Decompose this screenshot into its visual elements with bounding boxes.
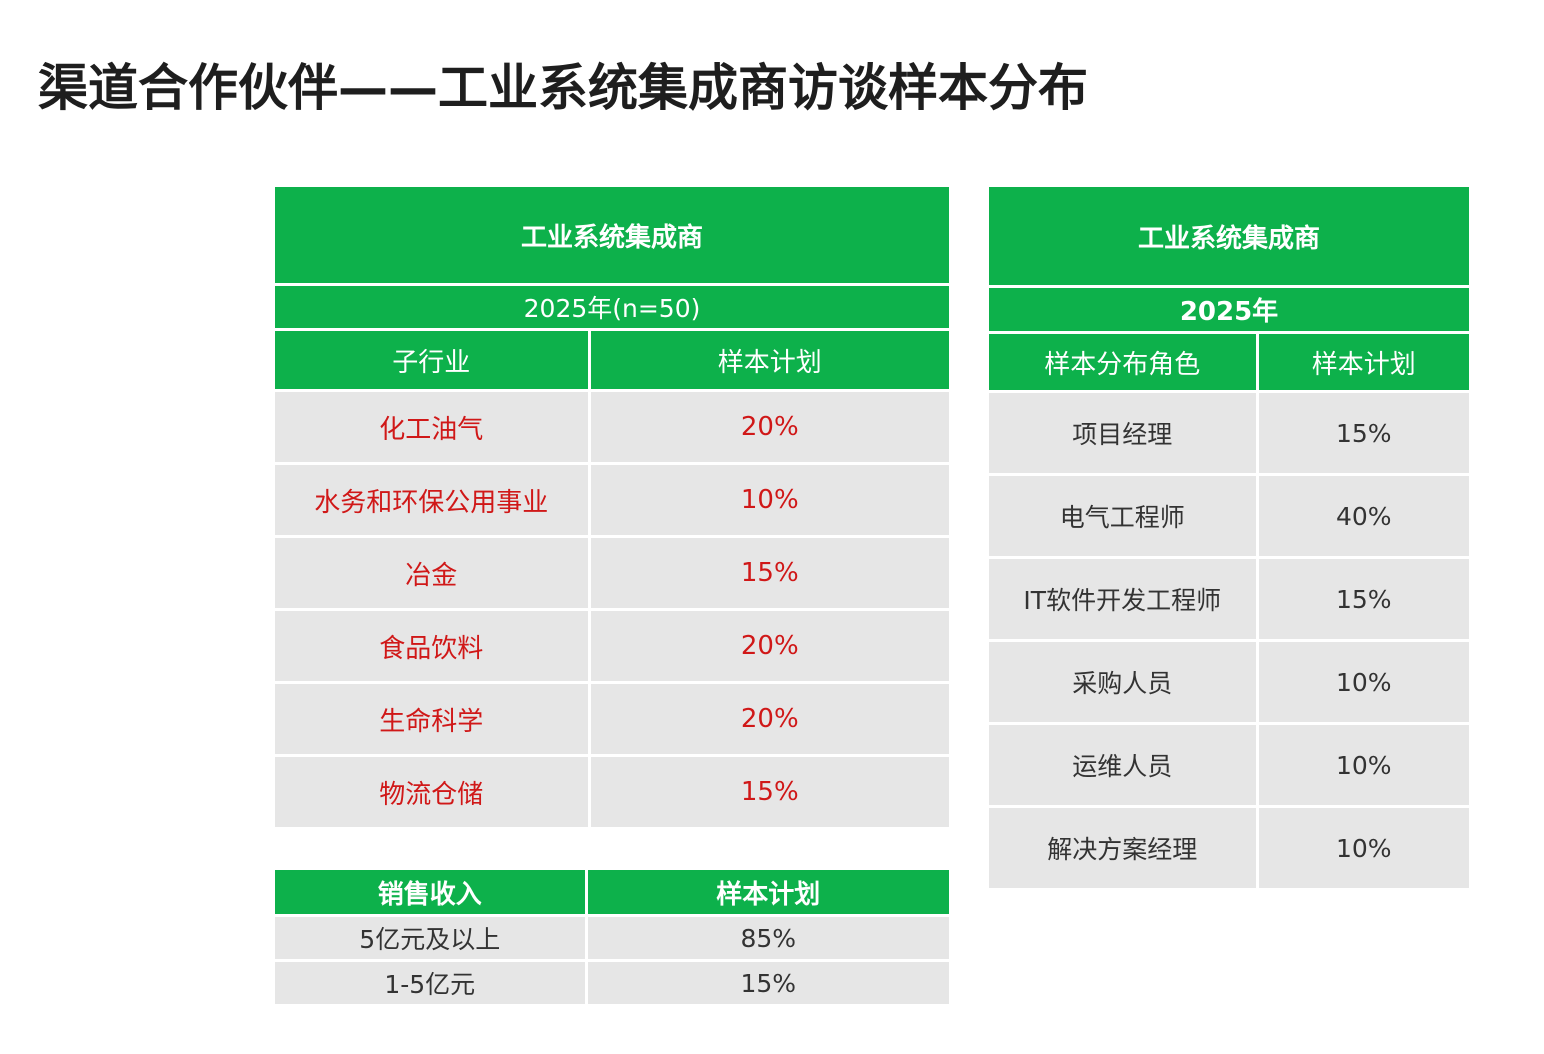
role-table-subtitle: 2025年 <box>989 285 1470 334</box>
table-row: 5亿元及以上 85% <box>275 914 949 962</box>
subindustry-name: 生命科学 <box>275 681 591 757</box>
sample-plan-value: 20% <box>587 681 950 757</box>
table-row: 物流仓储 15% <box>275 754 950 827</box>
role-name: IT软件开发工程师 <box>989 556 1259 642</box>
sample-plan-value: 10% <box>1255 805 1470 888</box>
role-name: 电气工程师 <box>989 473 1259 559</box>
sample-plan-value: 10% <box>1255 639 1470 725</box>
sample-plan-value: 20% <box>587 608 950 684</box>
sample-plan-value: 15% <box>1255 390 1470 476</box>
role-name: 解决方案经理 <box>989 805 1259 888</box>
column-header-revenue: 销售收入 <box>275 870 588 917</box>
role-name: 项目经理 <box>989 390 1259 476</box>
revenue-range: 1-5亿元 <box>275 959 588 1004</box>
table-row: 化工油气 20% <box>275 389 950 465</box>
revenue-range: 5亿元及以上 <box>275 914 588 962</box>
column-header-sample-plan: 样本计划 <box>587 328 950 392</box>
sample-plan-value: 15% <box>587 535 950 611</box>
subindustry-name: 化工油气 <box>275 389 591 465</box>
sample-plan-value: 15% <box>584 959 949 1004</box>
table-row: 食品饮料 20% <box>275 608 950 684</box>
table-row: IT软件开发工程师 15% <box>989 556 1470 642</box>
table-row: 冶金 15% <box>275 535 950 611</box>
revenue-table: 销售收入 样本计划 5亿元及以上 85% 1-5亿元 15% <box>275 870 949 1004</box>
sample-plan-value: 15% <box>587 754 950 827</box>
sample-plan-value: 20% <box>587 389 950 465</box>
role-table-title: 工业系统集成商 <box>989 187 1470 288</box>
sample-plan-value: 85% <box>584 914 949 962</box>
sample-plan-value: 15% <box>1255 556 1470 642</box>
table-row: 项目经理 15% <box>989 390 1470 476</box>
table-row: 运维人员 10% <box>989 722 1470 808</box>
subindustry-name: 食品饮料 <box>275 608 591 684</box>
subindustry-name: 水务和环保公用事业 <box>275 462 591 538</box>
sample-plan-value: 10% <box>1255 722 1470 808</box>
sample-plan-value: 40% <box>1255 473 1470 559</box>
subindustry-table-subtitle: 2025年(n=50) <box>275 283 950 331</box>
table-row: 解决方案经理 10% <box>989 805 1470 888</box>
column-header-sample-plan: 样本计划 <box>1255 331 1470 393</box>
page-title: 渠道合作伙伴——工业系统集成商访谈样本分布 <box>38 59 1088 117</box>
table-row: 1-5亿元 15% <box>275 959 949 1004</box>
subindustry-name: 冶金 <box>275 535 591 611</box>
table-row: 生命科学 20% <box>275 681 950 757</box>
subindustry-name: 物流仓储 <box>275 754 591 827</box>
subindustry-table-title: 工业系统集成商 <box>275 187 950 286</box>
table-row: 电气工程师 40% <box>989 473 1470 559</box>
role-name: 运维人员 <box>989 722 1259 808</box>
column-header-subindustry: 子行业 <box>275 328 591 392</box>
subindustry-table: 工业系统集成商 2025年(n=50) 子行业 样本计划 化工油气 20% 水务… <box>275 187 950 827</box>
column-header-sample-plan: 样本计划 <box>584 870 949 917</box>
table-row: 水务和环保公用事业 10% <box>275 462 950 538</box>
role-table: 工业系统集成商 2025年 样本分布角色 样本计划 项目经理 15% 电气工程师… <box>989 187 1470 888</box>
role-name: 采购人员 <box>989 639 1259 725</box>
sample-plan-value: 10% <box>587 462 950 538</box>
column-header-role: 样本分布角色 <box>989 331 1259 393</box>
table-row: 采购人员 10% <box>989 639 1470 725</box>
